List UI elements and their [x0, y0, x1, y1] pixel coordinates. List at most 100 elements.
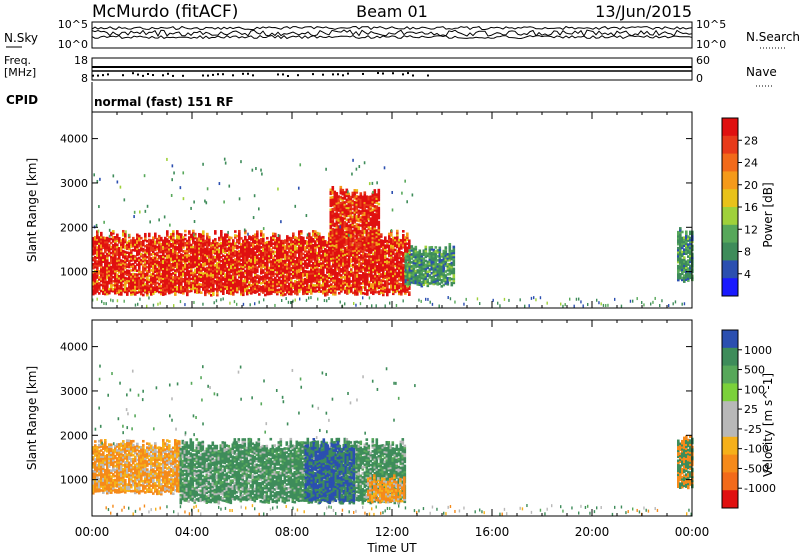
heatmap-cell — [270, 242, 273, 245]
heatmap-cell — [162, 263, 165, 267]
heatmap-cell — [280, 263, 283, 267]
heatmap-cell — [126, 247, 129, 250]
heatmap-cell — [110, 281, 113, 285]
heatmap-cell — [138, 284, 141, 288]
heatmap-cell — [162, 267, 165, 271]
heatmap-cell — [210, 290, 213, 293]
heatmap-cell — [178, 254, 181, 258]
heatmap-cell — [130, 265, 133, 268]
heatmap-cell — [198, 252, 201, 256]
heatmap-cell — [228, 264, 231, 267]
heatmap-cell — [230, 258, 233, 262]
heatmap-cell — [236, 252, 239, 256]
heatmap-cell — [140, 260, 143, 264]
heatmap-cell — [264, 253, 267, 257]
heatmap-cell — [130, 291, 133, 294]
heatmap-cell — [276, 256, 279, 260]
heatmap-cell — [262, 235, 265, 238]
heatmap-cell — [130, 273, 133, 276]
heatmap-cell — [294, 291, 297, 295]
heatmap-cell — [100, 251, 103, 255]
heatmap-cell — [168, 269, 171, 273]
heatmap-cell — [176, 236, 179, 239]
heatmap-cell — [206, 236, 209, 240]
heatmap-cell — [106, 248, 109, 252]
heatmap-cell — [106, 270, 109, 274]
heatmap-cell — [260, 254, 263, 257]
heatmap-cell — [242, 265, 245, 269]
heatmap-cell — [96, 240, 99, 243]
heatmap-cell — [124, 290, 127, 294]
heatmap-cell — [234, 252, 237, 255]
heatmap-cell — [152, 268, 155, 271]
heatmap-cell — [304, 265, 307, 269]
heatmap-cell — [144, 254, 147, 258]
heatmap-cell — [150, 281, 153, 284]
heatmap-cell — [236, 268, 239, 272]
heatmap-cell — [272, 272, 275, 276]
heatmap-cell — [140, 254, 143, 258]
heatmap-cell — [192, 261, 195, 265]
heatmap-cell — [168, 279, 171, 283]
heatmap-cell — [152, 260, 155, 263]
heatmap-cell — [226, 267, 229, 271]
heatmap-cell — [152, 252, 155, 255]
heatmap-cell — [202, 250, 205, 253]
heatmap-cell — [172, 240, 175, 243]
heatmap-cell — [98, 264, 101, 267]
heatmap-cell — [220, 273, 223, 277]
heatmap-cell — [190, 257, 193, 261]
heatmap-cell — [182, 250, 185, 253]
heatmap-cell — [148, 268, 151, 272]
heatmap-cell — [222, 250, 225, 254]
heatmap-cell — [300, 238, 303, 241]
heatmap-cell — [230, 266, 233, 270]
heatmap-cell — [300, 256, 303, 259]
heatmap-cell — [160, 290, 163, 294]
heatmap-cell — [216, 247, 219, 251]
heatmap-cell — [168, 273, 171, 277]
heatmap-cell — [146, 245, 149, 249]
heatmap-cell — [246, 256, 249, 260]
heatmap-cell — [134, 273, 137, 276]
heatmap-cell — [160, 272, 163, 276]
heatmap-cell — [256, 244, 259, 247]
heatmap-cell — [174, 283, 177, 286]
heatmap-cell — [136, 277, 139, 281]
heatmap-cell — [192, 253, 195, 257]
heatmap-cell — [144, 244, 147, 248]
freq-dot — [252, 74, 254, 77]
heatmap-cell — [286, 259, 289, 262]
heatmap-cell — [302, 280, 305, 284]
heatmap-cell — [162, 257, 165, 261]
heatmap-cell — [164, 282, 167, 286]
heatmap-cell — [196, 243, 199, 247]
heatmap-cell — [138, 242, 141, 246]
heatmap-cell — [296, 239, 299, 242]
heatmap-cell — [192, 251, 195, 255]
heatmap-cell — [248, 255, 251, 258]
heatmap-cell — [112, 263, 115, 267]
heatmap-cell — [300, 246, 303, 249]
heatmap-cell — [140, 242, 143, 246]
heatmap-cell — [164, 254, 167, 258]
heatmap-cell — [166, 274, 169, 277]
heatmap-cell — [212, 263, 215, 267]
heatmap-cell — [112, 269, 115, 273]
heatmap-cell — [208, 281, 211, 285]
heatmap-cell — [176, 276, 179, 279]
heatmap-cell — [238, 233, 241, 237]
heatmap-cell — [198, 240, 201, 244]
heatmap-cell — [214, 266, 217, 269]
heatmap-cell — [290, 290, 293, 294]
heatmap-cell — [142, 247, 145, 251]
heatmap-cell — [146, 261, 149, 265]
heatmap-cell — [114, 279, 117, 283]
heatmap-cell — [206, 234, 209, 238]
heatmap-cell — [282, 271, 285, 275]
heatmap-cell — [280, 285, 283, 289]
heatmap-cell — [182, 254, 185, 257]
heatmap-cell — [230, 236, 233, 240]
heatmap-cell — [136, 269, 139, 273]
heatmap-cell — [222, 292, 225, 295]
